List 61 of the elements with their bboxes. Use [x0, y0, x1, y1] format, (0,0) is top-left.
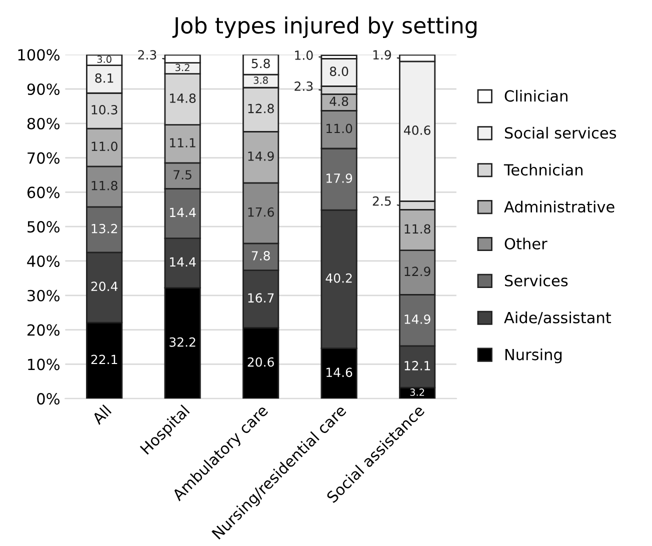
legend-label: Administrative [504, 200, 614, 213]
y-tick-label: 70% [28, 152, 60, 164]
data-label: 12.9 [404, 266, 430, 276]
data-label: 1.9 [373, 50, 391, 60]
data-label: 11.0 [326, 124, 352, 134]
chart-title: Job types injured by setting [172, 16, 476, 38]
legend-label: Other [504, 238, 548, 250]
legend-label: Services [504, 274, 568, 286]
data-label: 5.8 [252, 58, 270, 68]
data-label: 11.8 [404, 224, 430, 234]
y-tick-label: 90% [27, 83, 60, 96]
y-tick-label: 0% [37, 393, 60, 405]
data-label: 4.8 [330, 96, 348, 106]
data-label: 2.3 [138, 50, 156, 60]
data-label: 14.9 [404, 314, 430, 324]
legend-label: Nursing [505, 348, 562, 364]
data-label: 3.2 [410, 388, 424, 396]
data-label: 2.5 [372, 196, 391, 206]
data-label: 14.6 [326, 368, 352, 378]
data-label: 8.1 [95, 73, 114, 83]
x-tick-label: All [91, 404, 112, 425]
data-label: 7.8 [252, 251, 270, 260]
data-label: 20.6 [248, 357, 274, 367]
y-tick-label: 20% [28, 324, 60, 336]
data-label: 14.4 [170, 257, 196, 266]
legend-label: Social services [504, 126, 616, 139]
data-label: 40.2 [326, 273, 352, 283]
data-label: 7.5 [174, 170, 192, 180]
data-label: 17.6 [248, 207, 274, 217]
data-label: 12.8 [248, 104, 274, 114]
data-label: 11.8 [92, 180, 118, 190]
data-label: 8.0 [330, 66, 348, 76]
data-label: 3.0 [97, 56, 112, 63]
legend-label: Clinician [504, 90, 568, 102]
data-label: 10.3 [92, 105, 118, 114]
data-label: 17.9 [326, 173, 352, 183]
data-label: 14.9 [248, 151, 274, 161]
y-tick-label: 10% [28, 358, 60, 370]
data-label: 12.1 [404, 360, 430, 370]
y-tick-label: 60% [27, 186, 60, 198]
data-label: 14.4 [170, 208, 196, 217]
data-label: 11.0 [92, 142, 118, 152]
data-label: 20.4 [91, 282, 118, 292]
y-tick-label: 80% [27, 118, 60, 130]
legend-label: Technician [504, 164, 582, 176]
data-label: 22.1 [91, 354, 118, 364]
data-label: 1.0 [295, 50, 313, 60]
data-label: 11.1 [170, 138, 196, 148]
data-label: 2.3 [294, 81, 313, 91]
data-label: 40.6 [404, 125, 430, 135]
data-label: 13.2 [92, 224, 117, 234]
data-label: 32.2 [170, 337, 196, 347]
y-tick-label: 50% [28, 221, 60, 233]
legend-label: Aide/assistant [504, 312, 612, 325]
data-label: 14.8 [170, 93, 196, 103]
data-label: 3.8 [254, 76, 268, 84]
data-label: 16.7 [248, 293, 274, 303]
data-label: 3.2 [176, 64, 190, 72]
y-tick-label: 30% [28, 290, 60, 302]
y-tick-label: 100% [18, 49, 60, 61]
y-tick-label: 40% [27, 255, 60, 268]
